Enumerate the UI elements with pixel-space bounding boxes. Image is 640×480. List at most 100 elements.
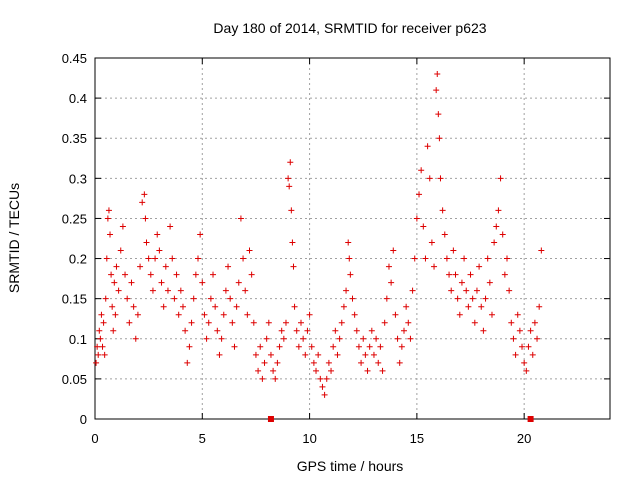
- data-point: [184, 359, 191, 366]
- y-tick-label: 0.3: [69, 171, 87, 186]
- data-point: [242, 287, 249, 294]
- data-point: [218, 335, 225, 342]
- data-point: [521, 359, 528, 366]
- data-point: [156, 247, 163, 254]
- data-point: [334, 351, 341, 358]
- data-point: [152, 255, 159, 262]
- data-point: [160, 303, 167, 310]
- data-point: [265, 319, 272, 326]
- data-point: [446, 271, 453, 278]
- data-point: [201, 311, 208, 318]
- data-point: [463, 287, 470, 294]
- data-point: [525, 343, 532, 350]
- data-point: [287, 159, 294, 166]
- data-point: [330, 343, 337, 350]
- data-point: [110, 327, 117, 334]
- data-point: [388, 279, 395, 286]
- data-point: [93, 359, 100, 366]
- data-point: [306, 311, 313, 318]
- data-point: [313, 367, 320, 374]
- data-point: [328, 367, 335, 374]
- data-point: [437, 175, 444, 182]
- data-point: [461, 255, 468, 262]
- data-point: [130, 303, 137, 310]
- data-point: [111, 279, 118, 286]
- data-point: [235, 279, 242, 286]
- data-point: [103, 255, 110, 262]
- data-point: [300, 335, 307, 342]
- data-point: [291, 303, 298, 310]
- x-tick-label: 20: [517, 431, 531, 446]
- data-point: [195, 255, 201, 262]
- data-point: [355, 343, 362, 350]
- data-point: [346, 255, 353, 262]
- data-point: [113, 263, 120, 270]
- y-axis: 0 0.05 0.1 0.15 0.2 0.25 0.3 0.35 0.4 0.45: [62, 51, 610, 427]
- y-tick-label: 0.2: [69, 252, 87, 267]
- data-point: [504, 255, 510, 262]
- data-point: [501, 271, 508, 278]
- data-point: [257, 343, 264, 350]
- data-point: [171, 295, 178, 302]
- y-tick-label: 0.25: [62, 211, 87, 226]
- data-point: [143, 239, 150, 246]
- data-point: [486, 279, 493, 286]
- data-point: [214, 327, 221, 334]
- data-point: [192, 271, 199, 278]
- data-point: [493, 223, 500, 230]
- data-point: [407, 335, 414, 342]
- data-point: [534, 335, 541, 342]
- data-point: [405, 319, 412, 326]
- data-point: [345, 239, 352, 246]
- data-point: [289, 239, 296, 246]
- data-point: [237, 215, 244, 222]
- axis-marker: [527, 416, 534, 422]
- data-point: [431, 263, 438, 270]
- data-point: [508, 319, 515, 326]
- data-point: [325, 359, 332, 366]
- data-point: [385, 263, 392, 270]
- data-point: [115, 287, 122, 294]
- data-point: [416, 191, 423, 198]
- data-point: [476, 263, 483, 270]
- data-point: [398, 343, 405, 350]
- data-point: [169, 255, 176, 262]
- x-axis-title: GPS time / hours: [297, 458, 404, 474]
- data-point: [308, 343, 315, 350]
- data-point: [250, 319, 257, 326]
- data-point: [510, 335, 517, 342]
- data-point: [134, 311, 141, 318]
- data-point: [360, 335, 367, 342]
- data-point: [411, 255, 418, 262]
- data-point: [523, 367, 530, 374]
- data-point: [351, 311, 358, 318]
- data-point: [190, 295, 197, 302]
- data-point: [366, 343, 373, 350]
- data-point: [175, 311, 182, 318]
- data-point: [225, 263, 232, 270]
- data-point: [436, 135, 443, 142]
- data-point: [107, 231, 114, 238]
- data-point: [267, 351, 274, 358]
- data-point: [272, 375, 279, 382]
- data-point: [491, 239, 498, 246]
- y-tick-label: 0.45: [62, 51, 87, 66]
- data-point: [252, 351, 259, 358]
- data-point: [179, 303, 186, 310]
- data-point: [452, 271, 459, 278]
- data-point: [212, 303, 219, 310]
- data-point: [119, 223, 126, 230]
- data-point: [263, 335, 270, 342]
- axis-marker: [267, 416, 274, 422]
- data-point: [233, 303, 240, 310]
- y-tick-label: 0.05: [62, 372, 87, 387]
- data-point: [97, 335, 104, 342]
- data-point: [173, 271, 180, 278]
- data-point: [364, 367, 371, 374]
- data-point: [439, 207, 446, 214]
- data-point: [293, 327, 300, 334]
- data-point: [109, 303, 116, 310]
- data-point: [147, 271, 154, 278]
- data-point: [101, 351, 108, 358]
- data-point: [282, 319, 289, 326]
